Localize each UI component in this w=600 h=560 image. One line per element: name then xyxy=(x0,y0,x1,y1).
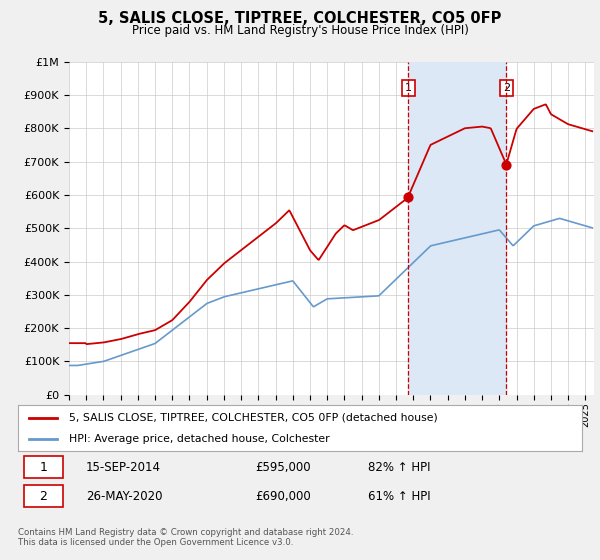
Text: £690,000: £690,000 xyxy=(255,489,311,503)
Bar xyxy=(408,62,506,395)
FancyBboxPatch shape xyxy=(23,456,63,478)
Text: 82% ↑ HPI: 82% ↑ HPI xyxy=(368,460,430,474)
Text: Contains HM Land Registry data © Crown copyright and database right 2024.: Contains HM Land Registry data © Crown c… xyxy=(18,528,353,536)
Text: 1: 1 xyxy=(405,83,412,94)
Text: HPI: Average price, detached house, Colchester: HPI: Average price, detached house, Colc… xyxy=(69,435,329,444)
Text: 2: 2 xyxy=(503,83,510,94)
Text: 2: 2 xyxy=(40,489,47,503)
Text: 26-MAY-2020: 26-MAY-2020 xyxy=(86,489,162,503)
Text: 5, SALIS CLOSE, TIPTREE, COLCHESTER, CO5 0FP (detached house): 5, SALIS CLOSE, TIPTREE, COLCHESTER, CO5… xyxy=(69,413,437,423)
Point xyxy=(502,160,511,169)
Text: This data is licensed under the Open Government Licence v3.0.: This data is licensed under the Open Gov… xyxy=(18,538,293,547)
Text: 1: 1 xyxy=(40,460,47,474)
Point xyxy=(403,192,413,201)
Text: 5, SALIS CLOSE, TIPTREE, COLCHESTER, CO5 0FP: 5, SALIS CLOSE, TIPTREE, COLCHESTER, CO5… xyxy=(98,11,502,26)
Text: 61% ↑ HPI: 61% ↑ HPI xyxy=(368,489,430,503)
FancyBboxPatch shape xyxy=(23,486,63,507)
Text: Price paid vs. HM Land Registry's House Price Index (HPI): Price paid vs. HM Land Registry's House … xyxy=(131,24,469,36)
Text: £595,000: £595,000 xyxy=(255,460,311,474)
Text: 15-SEP-2014: 15-SEP-2014 xyxy=(86,460,161,474)
